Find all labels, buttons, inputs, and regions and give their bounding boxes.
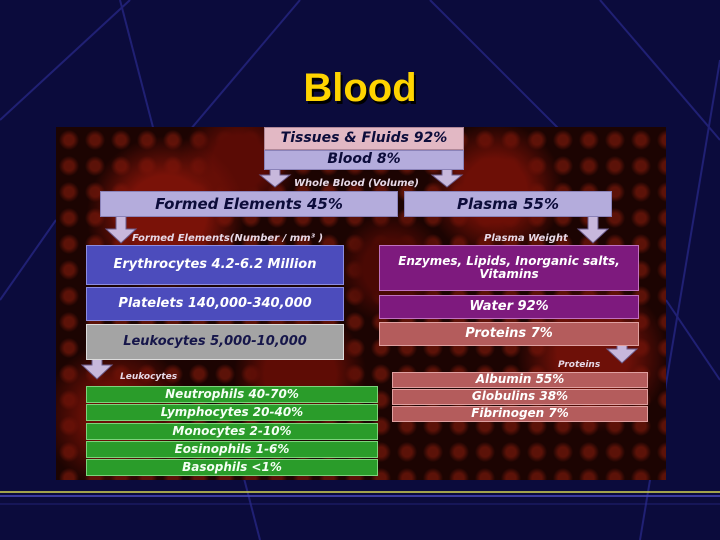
tissues-fluids-box: Tissues & Fluids 92% bbox=[264, 127, 464, 150]
plasma-box: Plasma 55% bbox=[404, 191, 612, 217]
arrow-to-plasma bbox=[430, 166, 464, 188]
whole-blood-label: Whole Blood (Volume) bbox=[294, 178, 419, 189]
plasma-solutes-box: Enzymes, Lipids, Inorganic salts, Vitami… bbox=[379, 245, 639, 291]
connector-arrows bbox=[80, 166, 639, 380]
leukocyte-type-row: Eosinophils 1-6% bbox=[86, 441, 378, 458]
proteins-label: Proteins bbox=[558, 360, 601, 370]
arrow-to-formed bbox=[258, 166, 292, 188]
leukocyte-type-row: Basophils <1% bbox=[86, 459, 378, 476]
platelets-box: Platelets 140,000-340,000 bbox=[86, 287, 344, 321]
plasma-solutes-line-2: Vitamins bbox=[479, 267, 539, 281]
protein-type-row: Albumin 55% bbox=[392, 372, 648, 388]
plasma-weight-label: Plasma Weight bbox=[484, 233, 568, 244]
arrow-to-plasma-list bbox=[576, 214, 610, 244]
water-box: Water 92% bbox=[379, 295, 639, 319]
erythrocytes-box: Erythrocytes 4.2-6.2 Million bbox=[86, 245, 344, 285]
protein-type-row: Globulins 38% bbox=[392, 389, 648, 405]
blood-composition-diagram: Tissues & Fluids 92% Blood 8% Whole Bloo… bbox=[56, 127, 666, 480]
formed-elements-box: Formed Elements 45% bbox=[100, 191, 398, 217]
slide-title: Blood bbox=[303, 66, 417, 110]
leukocytes-label: Leukocytes bbox=[120, 372, 178, 382]
leukocyte-type-row: Monocytes 2-10% bbox=[86, 423, 378, 440]
blood-box: Blood 8% bbox=[264, 150, 464, 170]
plasma-solutes-line-1: Enzymes, Lipids, Inorganic salts, bbox=[398, 253, 620, 268]
leukocyte-type-row: Lymphocytes 20-40% bbox=[86, 404, 378, 421]
protein-type-row: Fibrinogen 7% bbox=[392, 406, 648, 422]
leukocyte-type-row: Neutrophils 40-70% bbox=[86, 386, 378, 403]
formed-elements-number-label: Formed Elements(Number / mm³ ) bbox=[132, 233, 324, 244]
proteins-box: Proteins 7% bbox=[379, 322, 639, 346]
leukocytes-box: Leukocytes 5,000-10,000 bbox=[86, 324, 344, 360]
footer-lines bbox=[0, 491, 720, 505]
arrow-to-formed-list bbox=[104, 214, 138, 244]
